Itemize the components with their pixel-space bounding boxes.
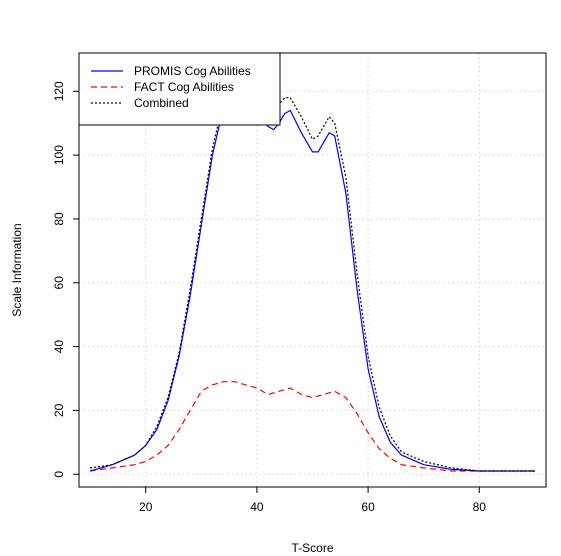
y-tick-label-100: 100 [52, 145, 66, 165]
x-tick-label-40: 40 [250, 500, 264, 514]
legend-label-combined: Combined [134, 96, 189, 110]
plot-frame [78, 52, 547, 488]
x-tick-label-60: 60 [361, 500, 375, 514]
y-tick-label-20: 20 [52, 403, 66, 417]
y-axis-label: Scale Information [10, 223, 24, 316]
y-tick-label-60: 60 [52, 276, 66, 290]
series-line-combined [90, 84, 535, 472]
legend-entry-fact: FACT Cog Abilities [91, 80, 234, 94]
series-line-fact [90, 381, 535, 472]
x-axis-label: T-Score [291, 541, 333, 555]
series-lines [89, 84, 535, 472]
y-tick-label-0: 0 [52, 471, 66, 478]
y-tick-label-40: 40 [52, 340, 66, 354]
legend-entry-combined: Combined [91, 96, 189, 110]
y-tick-label-80: 80 [52, 212, 66, 226]
legend-box [78, 52, 281, 126]
axes: 20 40 60 80 0 20 40 60 80 100 120 [52, 81, 486, 514]
legend-entry-promis: PROMIS Cog Abilities [91, 64, 251, 78]
x-tick-label-20: 20 [139, 500, 153, 514]
series-line-promis [89, 90, 535, 472]
x-tick-label-80: 80 [473, 500, 487, 514]
y-tick-label-120: 120 [52, 81, 66, 101]
legend: PROMIS Cog Abilities FACT Cog Abilities … [78, 52, 281, 126]
legend-label-fact: FACT Cog Abilities [134, 80, 234, 94]
legend-label-promis: PROMIS Cog Abilities [134, 64, 251, 78]
